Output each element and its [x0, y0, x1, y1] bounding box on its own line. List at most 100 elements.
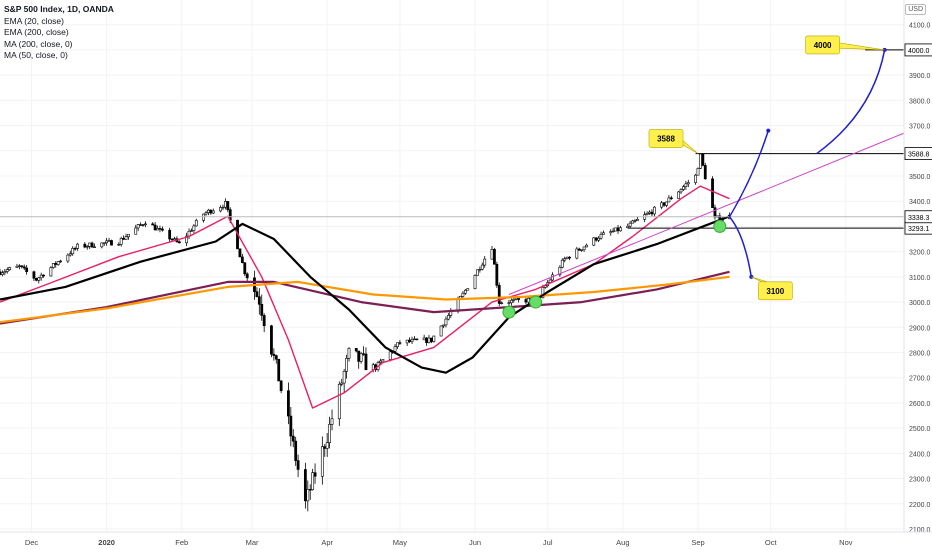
candle-body: [611, 230, 615, 233]
candle-body: [102, 242, 106, 244]
level-tag-label-0: 3588.8: [908, 152, 930, 159]
candle-body: [444, 318, 448, 326]
y-tick-label-1: 2200.0: [909, 502, 931, 509]
legend-ema200[interactable]: EMA (200, close): [4, 27, 69, 37]
candle-body: [308, 489, 312, 491]
series-line-1: [0, 270, 730, 325]
candle-body: [398, 342, 402, 344]
candle-body: [633, 220, 637, 222]
legend-ma50[interactable]: MA (50, close, 0): [4, 50, 68, 60]
candle-body: [32, 271, 36, 279]
candle-body: [185, 235, 189, 244]
candle-body: [665, 201, 668, 206]
callout-box: [648, 129, 684, 148]
candle-body: [37, 277, 41, 281]
candle-body: [669, 197, 673, 199]
candle-body: [34, 277, 38, 281]
y-tick-label-2: 2300.0: [909, 477, 931, 484]
signal-marker-0: [502, 305, 516, 319]
candle-body: [413, 338, 416, 341]
candle-body: [204, 212, 208, 215]
candle-body: [119, 238, 123, 245]
candle-body: [660, 202, 664, 208]
candle-body: [493, 248, 496, 265]
candle-body: [466, 288, 470, 291]
y-tick-label-14: 3500.0: [909, 174, 931, 181]
level-tag-0: [904, 147, 932, 160]
y-tick-label-7: 2800.0: [909, 350, 931, 357]
candle-body: [328, 424, 332, 443]
candle-body: [5, 269, 9, 272]
callout-label: 4000: [814, 41, 832, 50]
currency-badge[interactable]: USD: [905, 4, 926, 15]
legend-ema20[interactable]: EMA (20, close): [4, 15, 64, 26]
candle-body: [274, 355, 278, 360]
candle-body: [594, 237, 598, 241]
candle-body: [207, 209, 210, 213]
candle-body: [347, 348, 351, 359]
candle-body: [682, 186, 685, 190]
candle-body: [636, 218, 639, 221]
candle-body: [442, 324, 445, 327]
candle-body: [260, 303, 264, 316]
series-line-2: [0, 275, 730, 324]
candle-body: [277, 358, 281, 382]
candle-body: [512, 298, 516, 301]
candle-body: [294, 440, 298, 461]
x-tick-label-4: Apr: [321, 538, 333, 547]
x-tick-label-8: Aug: [616, 538, 629, 547]
candle-body: [340, 382, 344, 385]
candle-body: [415, 338, 419, 341]
candle-body: [83, 243, 87, 248]
callout-box: [758, 281, 793, 301]
candle-body: [117, 244, 121, 246]
candle-body: [509, 299, 513, 304]
candle-body: [696, 168, 700, 176]
y-tick-label-20: 4100.0: [909, 23, 931, 30]
candle-body: [20, 265, 24, 268]
candle-body: [160, 228, 164, 231]
y-tick-label-5: 2600.0: [909, 401, 931, 408]
callout-pointer: [833, 41, 885, 51]
candle-body: [325, 442, 329, 449]
candle-body: [192, 225, 196, 231]
callout-4000: 4000: [805, 35, 885, 55]
candle-body: [408, 339, 411, 342]
candle-body: [22, 266, 26, 269]
candle-body: [575, 248, 579, 259]
candle-body: [296, 460, 300, 470]
candle-body: [354, 348, 358, 352]
candle-body: [461, 292, 465, 297]
projection-path-1: [728, 216, 753, 277]
candle-body: [320, 446, 324, 477]
legend-ma200[interactable]: MA (200, close, 0): [4, 38, 73, 49]
y-tick-label-10: 3100.0: [909, 275, 931, 282]
x-tick-label-3: Mar: [246, 538, 259, 547]
candle-body: [463, 289, 467, 294]
candle-body: [270, 325, 273, 355]
candle-body: [170, 238, 174, 241]
y-tick-label-18: 3900.0: [909, 73, 931, 80]
candle-body: [439, 325, 443, 337]
legend: S&P 500 Index, 1D, OANDA EMA (20, close)…: [4, 4, 114, 62]
candle-body: [628, 222, 632, 227]
candle-body: [158, 228, 162, 230]
candle-body: [17, 265, 21, 267]
candle-body: [289, 415, 293, 437]
candle-body: [255, 291, 259, 298]
candle-body: [42, 274, 46, 277]
candle-body: [211, 210, 215, 214]
candle-body: [124, 236, 128, 240]
candle-body: [713, 207, 717, 218]
projection-end-0: [766, 128, 771, 133]
callout-3588: 3588: [648, 129, 699, 154]
candle-body: [541, 287, 545, 299]
candle-body: [105, 240, 109, 244]
level-tag-1: [904, 43, 932, 57]
candle-body: [626, 225, 630, 228]
candle-body: [410, 339, 414, 342]
candle-body: [279, 380, 283, 391]
candle-body: [357, 350, 361, 362]
candle-body: [127, 233, 130, 238]
